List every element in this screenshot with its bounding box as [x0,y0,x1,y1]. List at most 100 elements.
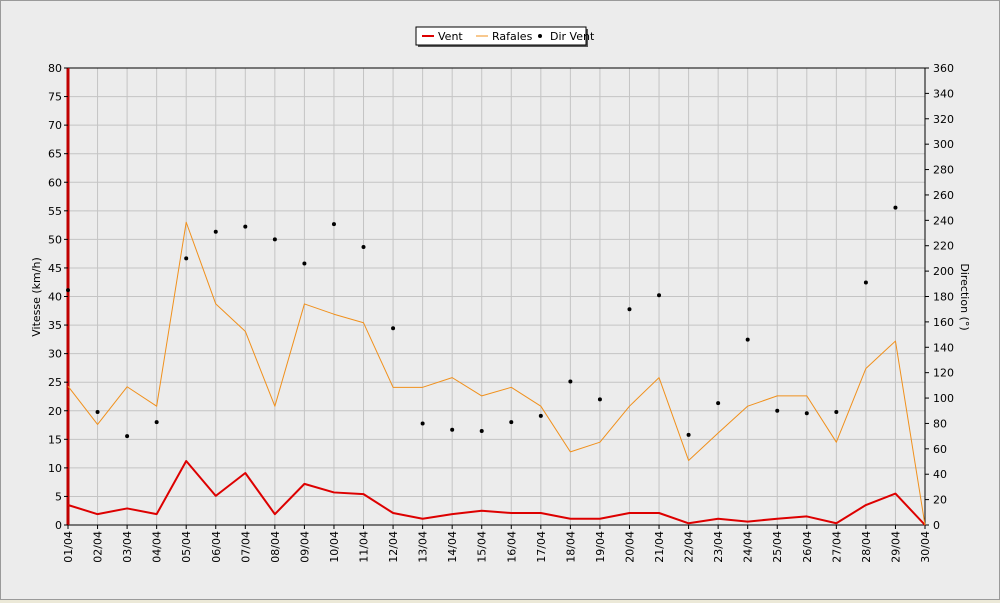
series-point-dir-vent [272,237,277,242]
x-tick-label: 06/04 [210,531,223,563]
x-tick-label: 22/04 [683,531,696,563]
x-tick-label: 29/04 [889,531,902,563]
y-tick-label-left: 30 [48,348,62,361]
y-tick-label-left: 60 [48,176,62,189]
y-tick-label-right: 200 [933,265,954,278]
series-point-dir-vent [538,413,543,418]
series-point-dir-vent [391,326,396,331]
series-point-dir-vent [154,420,159,425]
y-tick-label-left: 35 [48,319,62,332]
y-tick-label-right: 220 [933,240,954,253]
x-tick-label: 11/04 [358,531,371,563]
series-point-dir-vent [716,401,721,406]
series-point-dir-vent [213,229,218,234]
x-tick-label: 30/04 [919,531,932,563]
y-tick-label-right: 20 [933,494,947,507]
y-tick-label-right: 120 [933,367,954,380]
x-tick-label: 26/04 [801,531,814,563]
x-tick-label: 28/04 [860,531,873,563]
x-tick-label: 15/04 [476,531,489,563]
x-tick-label: 16/04 [505,531,518,563]
x-tick-label: 05/04 [180,531,193,563]
y-tick-label-left: 10 [48,462,62,475]
y-axis-label-right: Direction (°) [958,263,971,330]
series-point-dir-vent [302,261,307,266]
x-tick-label: 21/04 [653,531,666,563]
x-tick-label: 19/04 [594,531,607,563]
y-tick-label-right: 140 [933,341,954,354]
series-point-dir-vent [893,205,898,210]
y-tick-label-left: 70 [48,119,62,132]
y-tick-label-right: 280 [933,164,954,177]
series-line-vent [67,460,926,526]
x-tick-label: 14/04 [446,531,459,563]
y-tick-label-left: 55 [48,205,62,218]
x-tick-label: 27/04 [830,531,843,563]
series-point-dir-vent [686,432,691,437]
series-point-dir-vent [420,421,425,426]
x-tick-label: 02/04 [92,531,105,563]
legend: Vent Rafales Dir Vent [415,26,595,47]
x-tick-label: 12/04 [387,531,400,563]
series-point-dir-vent [125,434,130,439]
x-tick-label: 10/04 [328,531,341,563]
series-point-dir-vent [450,427,455,432]
y-tick-label-right: 160 [933,316,954,329]
x-tick-label: 07/04 [239,531,252,563]
y-axis-label-left: Vitesse (km/h) [30,257,43,337]
x-tick-label: 09/04 [298,531,311,563]
y-tick-label-left: 50 [48,233,62,246]
y-tick-label-right: 340 [933,87,954,100]
y-tick-label-right: 40 [933,468,947,481]
y-tick-label-left: 5 [55,490,62,503]
x-tick-label: 04/04 [151,531,164,563]
y-tick-label-left: 0 [55,519,62,532]
x-tick-label: 17/04 [535,531,548,563]
series-point-dir-vent [804,411,809,416]
y-tick-label-left: 45 [48,262,62,275]
y-tick-label-left: 20 [48,405,62,418]
y-tick-label-left: 40 [48,291,62,304]
x-tick-label: 01/04 [62,531,75,563]
series-point-dir-vent [95,410,100,415]
series-point-dir-vent [331,222,336,227]
series-point-dir-vent [627,307,632,312]
x-tick-label: 20/04 [623,531,636,563]
series-point-dir-vent [863,280,868,285]
y-tick-label-left: 65 [48,148,62,161]
y-tick-label-left: 80 [48,62,62,75]
x-tick-label: 13/04 [417,531,430,563]
y-tick-label-right: 180 [933,291,954,304]
series-point-dir-vent [243,224,248,229]
series-point-dir-vent [568,379,573,384]
series-point-dir-vent [479,429,484,434]
right-axis: 0 20 40 60 80 100 120 140 160 180 200 220 240 260 280 3… [925,62,954,532]
series-point-dir-vent [509,420,514,425]
legend-swatch-dir-vent [538,34,542,38]
legend-box [415,26,587,46]
legend-label-rafales: Rafales [492,30,533,43]
y-tick-label-right: 80 [933,417,947,430]
y-tick-label-right: 0 [933,519,940,532]
x-tick-label: 18/04 [564,531,577,563]
series-point-dir-vent [775,408,780,413]
x-tick-label: 23/04 [712,531,725,563]
series-point-dir-vent [834,410,839,415]
y-tick-label-left: 15 [48,433,62,446]
y-tick-label-left: 25 [48,376,62,389]
y-tick-label-right: 360 [933,62,954,75]
x-tick-label: 08/04 [269,531,282,563]
legend-label-vent: Vent [438,30,463,43]
x-tick-label: 03/04 [121,531,134,563]
series-point-dir-vent [745,337,750,342]
y-tick-label-right: 100 [933,392,954,405]
y-tick-label-right: 300 [933,138,954,151]
x-axis: 01/04 02/04 03/04 04/04 05/04 06/04 07/04 08/04… [62,525,932,563]
y-tick-label-left: 75 [48,91,62,104]
series-point-dir-vent [66,288,70,293]
x-tick-label: 25/04 [771,531,784,563]
series-point-dir-vent [597,397,602,402]
y-tick-label-right: 60 [933,443,947,456]
series-line-rafales [67,221,926,526]
